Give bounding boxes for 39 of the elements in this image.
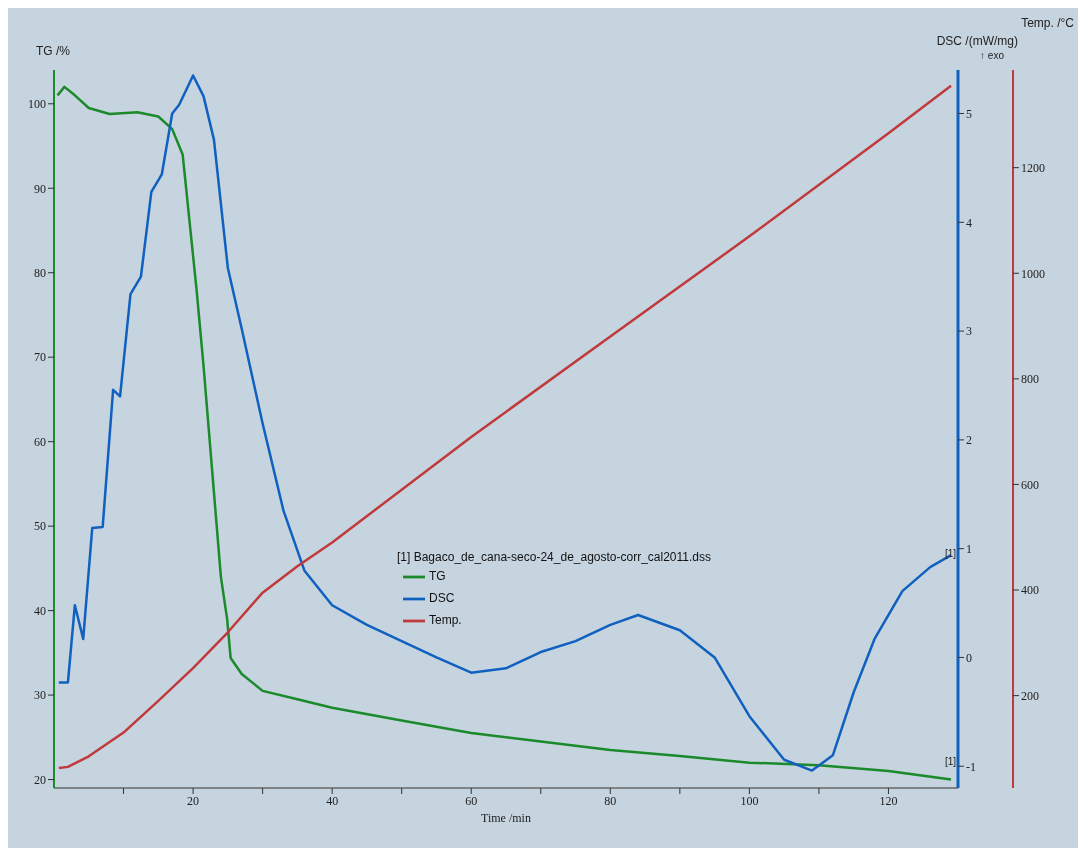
y3-tick-label: 200	[1021, 688, 1039, 703]
y-tick-label: 30	[34, 688, 46, 703]
y2-tick-label: 2	[966, 433, 972, 448]
y3-tick-label: 1200	[1021, 160, 1045, 175]
y-tick-label: 90	[34, 181, 46, 196]
y2-tick-label: 0	[966, 650, 972, 665]
y3-axis-title: Temp. /°C	[1021, 16, 1074, 30]
x-tick-label: 20	[187, 793, 200, 808]
y2-tick-label: -1	[966, 759, 976, 774]
x-tick-label: 40	[326, 793, 339, 808]
legend-title: [1] Bagaco_de_cana-seco-24_de_agosto-corr_cal2011.dss	[397, 550, 711, 564]
text: ↑ exo	[980, 50, 1004, 61]
x-tick-label: 120	[879, 793, 898, 808]
y-tick-label: 50	[34, 519, 46, 534]
y-tick-label: 80	[34, 265, 46, 280]
legend-label: TG	[429, 569, 446, 584]
y2-axis-title: DSC /(mW/mg)	[936, 34, 1018, 48]
y-tick-label: 20	[34, 772, 46, 787]
y2-tick-label: 4	[966, 215, 972, 230]
y2-tick-label: 1	[966, 541, 972, 556]
annotation: [1]	[944, 548, 956, 559]
y-tick-label: 40	[34, 603, 46, 618]
legend-label: DSC	[429, 591, 455, 606]
y-tick-label: 60	[34, 434, 46, 449]
annotation: [1]	[944, 756, 956, 767]
y2-tick-label: 3	[966, 324, 972, 339]
y-tick-label: 100	[28, 97, 46, 112]
y2-tick-label: 5	[966, 106, 972, 121]
y3-tick-label: 400	[1021, 583, 1039, 598]
y3-tick-label: 1000	[1021, 266, 1045, 281]
y-axis-title: TG /%	[36, 44, 71, 58]
y3-tick-label: 800	[1021, 372, 1039, 387]
y3-tick-label: 600	[1021, 477, 1039, 492]
x-axis-title: Time /min	[481, 811, 531, 825]
y-tick-label: 70	[34, 350, 46, 365]
legend-label: Temp.	[429, 613, 462, 628]
x-tick-label: 80	[604, 793, 617, 808]
x-tick-label: 100	[740, 793, 759, 808]
x-tick-label: 60	[465, 793, 478, 808]
